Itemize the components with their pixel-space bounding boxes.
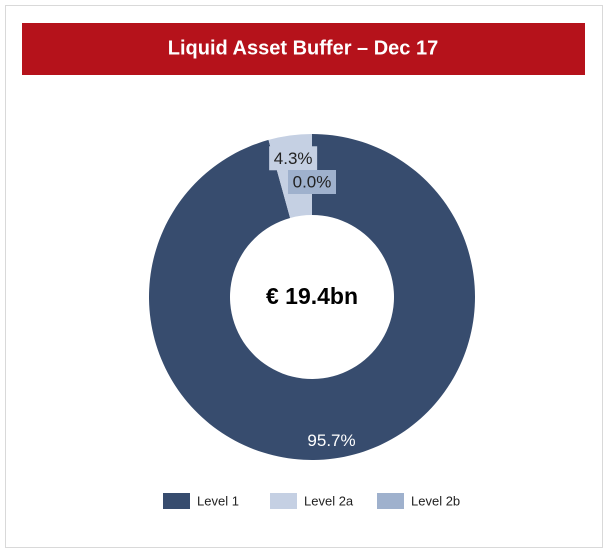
legend-swatch	[163, 493, 190, 509]
label-background	[288, 170, 336, 194]
data-label: 0.0%	[293, 172, 332, 191]
data-label: 4.3%	[274, 149, 313, 168]
legend-swatch	[377, 493, 404, 509]
legend-swatch	[270, 493, 297, 509]
donut-slice	[149, 134, 476, 461]
data-label: 95.7%	[307, 431, 355, 450]
frame	[5, 5, 603, 548]
chart-title: Liquid Asset Buffer – Dec 17	[168, 37, 438, 59]
legend-label: Level 2a	[304, 493, 354, 508]
legend-label: Level 1	[197, 493, 239, 508]
label-background	[269, 146, 318, 171]
title-bar	[22, 23, 585, 75]
center-label: € 19.4bn	[266, 283, 358, 309]
legend-label: Level 2b	[411, 493, 460, 508]
